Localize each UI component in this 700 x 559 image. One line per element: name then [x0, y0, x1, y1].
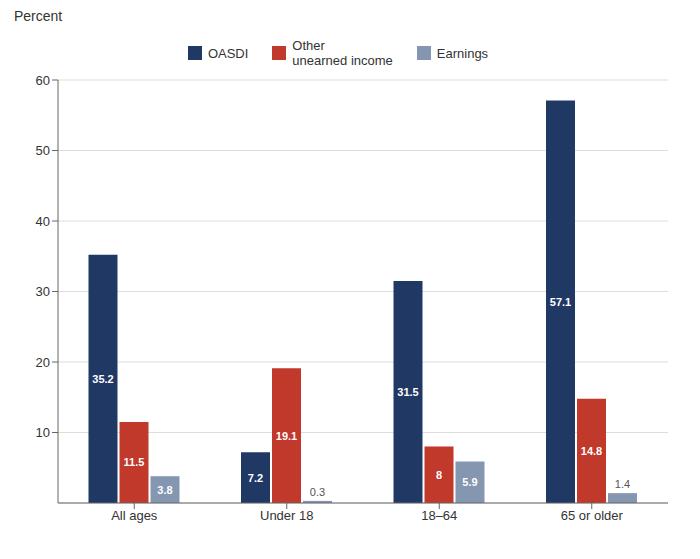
svg-text:0.3: 0.3	[310, 486, 325, 498]
svg-text:50: 50	[36, 143, 50, 158]
svg-text:3.8: 3.8	[157, 484, 172, 496]
svg-text:7.2: 7.2	[248, 472, 263, 484]
svg-text:19.1: 19.1	[276, 430, 297, 442]
html-text:Other unearned income: Other unearned income	[292, 38, 393, 68]
svg-text:10: 10	[36, 425, 50, 440]
svg-text:Under 18: Under 18	[260, 508, 313, 523]
svg-text:31.5: 31.5	[397, 386, 418, 398]
html-text:Earnings: Earnings	[436, 45, 489, 61]
svg-text:57.1: 57.1	[550, 296, 571, 308]
svg-text:11.5: 11.5	[124, 456, 145, 468]
html-text:OASDI: OASDI	[207, 45, 249, 61]
svg-text:40: 40	[36, 214, 50, 229]
svg-text:8: 8	[436, 469, 442, 481]
svg-text:60: 60	[36, 73, 50, 88]
svg-text:20: 20	[36, 355, 50, 370]
svg-text:5.9: 5.9	[462, 476, 477, 488]
svg-text:65 or older: 65 or older	[561, 508, 624, 523]
svg-text:All ages: All ages	[111, 508, 158, 523]
html-text:Percent: Percent	[14, 8, 63, 24]
svg-text:14.8: 14.8	[581, 445, 602, 457]
svg-text:30: 30	[36, 284, 50, 299]
svg-text:1.4: 1.4	[615, 478, 630, 490]
svg-text:35.2: 35.2	[92, 373, 113, 385]
svg-text:18–64: 18–64	[421, 508, 457, 523]
